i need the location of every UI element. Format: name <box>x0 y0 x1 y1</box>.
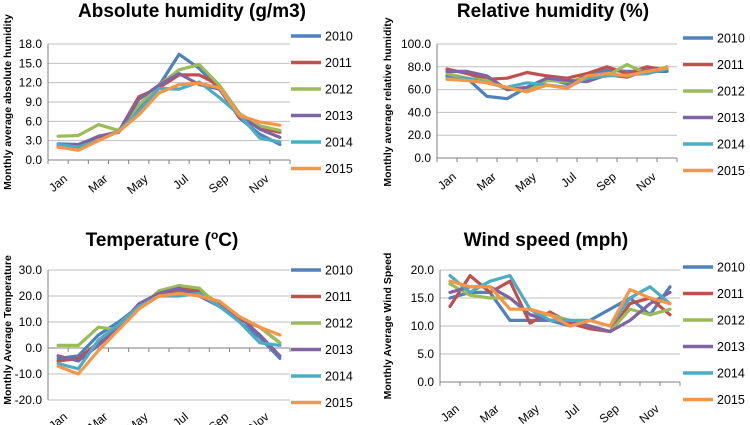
x-tick-label: Nov <box>637 402 662 425</box>
legend-label: 2013 <box>325 109 353 123</box>
legend-label: 2015 <box>325 162 353 176</box>
x-tick-label: Mar <box>86 172 111 196</box>
x-tick-label: Jan <box>46 410 70 425</box>
y-tick-label: 20.0 <box>19 289 43 303</box>
y-tick-label: 5.0 <box>417 347 434 361</box>
y-tick-label: 20.0 <box>408 128 432 142</box>
legend-label: 2013 <box>717 340 745 354</box>
x-tick-label: Sep <box>206 171 232 196</box>
series-line-2014 <box>56 80 282 149</box>
x-tick-label: Mar <box>474 170 499 194</box>
series-line-2011 <box>445 65 669 81</box>
legend-label: 2010 <box>325 264 353 278</box>
series-line-2010 <box>56 52 282 147</box>
y-tick-label: 40.0 <box>408 105 432 119</box>
y-tick-label: 0.0 <box>25 153 42 167</box>
x-tick-label: May <box>513 170 539 195</box>
chart-0: Absolute humidity (g/m3) Monthly average … <box>2 1 353 197</box>
x-tick-label: Sep <box>597 401 623 425</box>
y-tick-label: 15.0 <box>411 291 435 305</box>
y-tick-label: 60.0 <box>408 83 432 97</box>
legend-label: 2012 <box>325 317 353 331</box>
series-line-2015 <box>448 279 672 328</box>
x-tick-label: Jul <box>558 170 579 191</box>
legend-label: 2013 <box>717 111 745 125</box>
legend-label: 2011 <box>325 290 352 304</box>
legend-label: 2011 <box>717 287 744 301</box>
x-tick-label: Mar <box>477 402 502 425</box>
legend-label: 2010 <box>717 32 745 46</box>
legend-label: 2014 <box>717 367 745 381</box>
series-line-2013 <box>56 71 282 147</box>
x-tick-label: Jan <box>46 172 70 195</box>
y-tick-label: 6.0 <box>25 114 42 128</box>
x-tick-label: Sep <box>594 169 620 194</box>
y-tick-label: 15.0 <box>19 56 43 70</box>
legend-label: 2014 <box>717 138 745 152</box>
legend-label: 2011 <box>325 56 352 70</box>
series-line-2012 <box>445 62 669 92</box>
chart-title: Relative humidity (%) <box>457 1 649 22</box>
y-tick-label: 10.0 <box>411 319 435 333</box>
y-tick-label: 0.0 <box>25 341 42 355</box>
legend-label: 2011 <box>717 58 744 72</box>
y-tick-label: 20.0 <box>411 263 435 277</box>
y-tick-label: 100.0 <box>401 37 431 51</box>
legend-label: 2014 <box>325 136 353 150</box>
y-axis-label: Monthly Average Wind Speed <box>382 253 394 400</box>
legend-label: 2013 <box>325 343 353 357</box>
x-tick-label: May <box>124 410 150 425</box>
x-tick-label: May <box>124 172 150 197</box>
series-line-2012 <box>448 282 672 334</box>
y-tick-label: 10.0 <box>19 315 43 329</box>
series-line-2015 <box>56 291 282 376</box>
x-tick-label: Jul <box>170 172 191 193</box>
y-tick-label: 18.0 <box>19 37 43 51</box>
chart-title: Absolute humidity (g/m3) <box>78 1 306 22</box>
x-tick-label: Jul <box>170 410 191 425</box>
legend-label: 2012 <box>325 83 353 97</box>
series-line-2015 <box>445 66 669 94</box>
series-line-2011 <box>56 73 282 149</box>
x-tick-label: Jan <box>438 402 462 425</box>
y-tick-label: -10.0 <box>15 367 43 381</box>
legend-label: 2010 <box>717 261 745 275</box>
legend-label: 2015 <box>717 164 745 178</box>
legend-label: 2015 <box>717 393 745 407</box>
chart-2: Temperature (oC) Monthly Average Temperat… <box>2 228 353 425</box>
legend-label: 2012 <box>717 85 745 99</box>
y-axis-label: Monthly average absolute humidity <box>2 14 14 190</box>
x-tick-label: Jul <box>561 402 582 423</box>
x-tick-label: Mar <box>86 410 111 425</box>
legend-label: 2014 <box>325 370 353 384</box>
y-tick-label: 80.0 <box>408 60 432 74</box>
x-tick-label: Nov <box>246 172 271 196</box>
legend-label: 2012 <box>717 314 745 328</box>
y-tick-label: 12.0 <box>19 76 43 90</box>
y-tick-label: -20.0 <box>15 393 43 407</box>
y-axis-label: Monthly average relative humidity <box>382 17 394 186</box>
y-tick-label: 9.0 <box>25 95 42 109</box>
x-tick-label: Sep <box>206 409 232 425</box>
series-line-2010 <box>448 285 672 328</box>
y-axis-label: Monthly Average Temperature <box>2 255 14 405</box>
x-tick-label: Nov <box>246 410 271 425</box>
series-line-2015 <box>56 81 282 152</box>
chart-3: Wind speed (mph) Monthly Average Wind Spe… <box>382 230 745 425</box>
chart-title: Temperature (oC) <box>86 228 239 251</box>
legend-label: 2015 <box>325 396 353 410</box>
x-tick-label: Nov <box>634 170 659 194</box>
legend-label: 2010 <box>325 30 353 44</box>
chart-1: Relative humidity (%) Monthly average rel… <box>382 1 745 195</box>
x-tick-label: May <box>516 402 542 425</box>
y-tick-label: 30.0 <box>19 263 43 277</box>
chart-title: Wind speed (mph) <box>464 230 629 251</box>
y-tick-label: 0.0 <box>417 375 434 389</box>
x-tick-label: Jan <box>435 170 459 193</box>
y-tick-label: 3.0 <box>25 134 42 148</box>
y-tick-label: 0.0 <box>414 151 431 165</box>
